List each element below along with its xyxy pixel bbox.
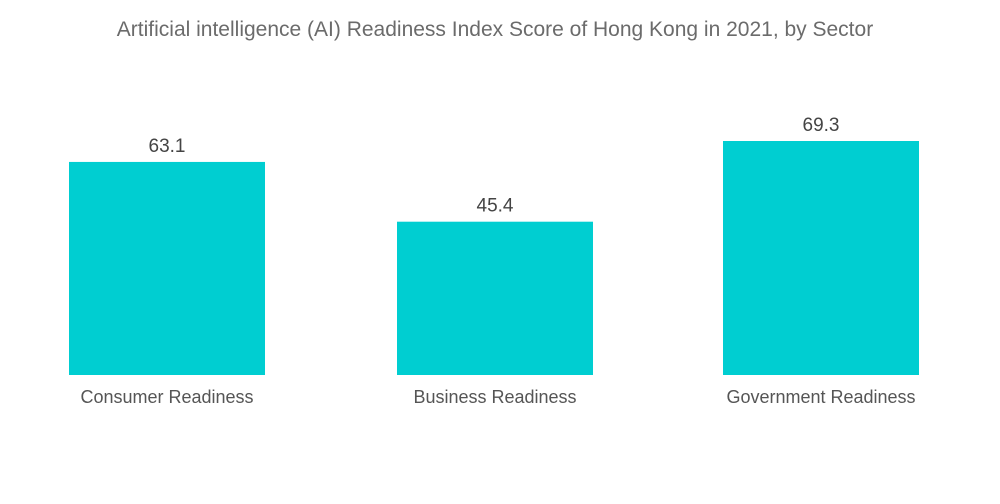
bar-business-readiness [397, 221, 593, 375]
bar-government-readiness [723, 141, 919, 375]
bar-value-label: 45.4 [477, 196, 514, 217]
bar-consumer-readiness [69, 161, 265, 375]
chart-title: Artificial intelligence (AI) Readiness I… [116, 18, 874, 41]
category-label: Consumer Readiness [80, 387, 253, 407]
category-label: Government Readiness [726, 387, 915, 407]
category-label: Business Readiness [413, 387, 576, 407]
bar-value-label: 63.1 [149, 136, 186, 157]
bar-value-label: 69.3 [803, 115, 840, 136]
